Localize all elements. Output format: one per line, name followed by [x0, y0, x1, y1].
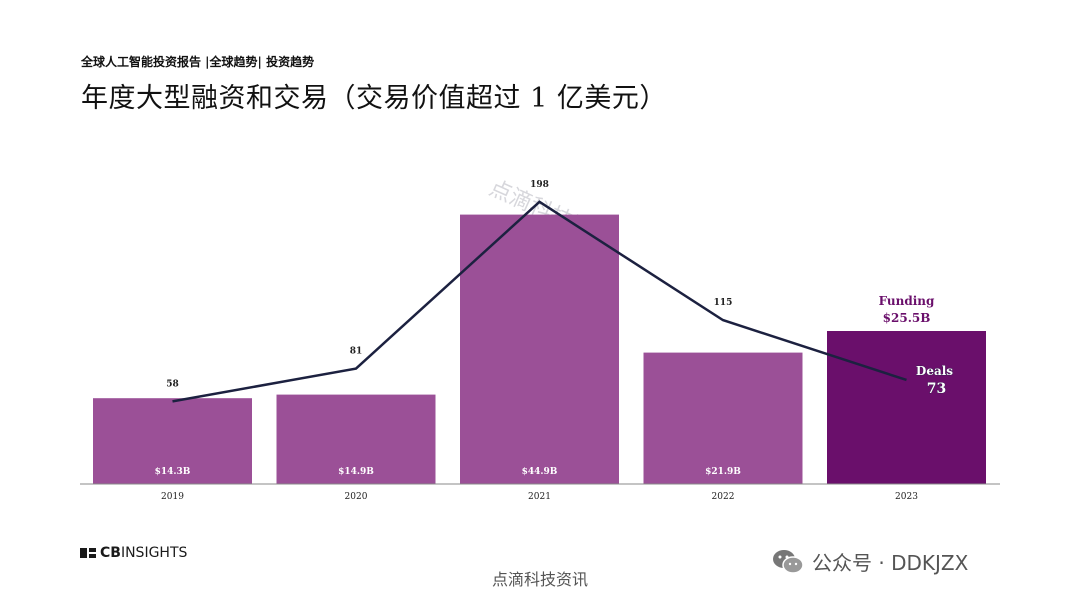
x-tick-2022: 2022: [712, 492, 735, 502]
cbinsights-logo-icon: [80, 548, 96, 558]
logo-text-insights: INSIGHTS: [120, 545, 188, 561]
bar-label-2019: $14.3B: [155, 467, 191, 477]
bar-2019: [93, 398, 252, 484]
deals-annotation-label: Deals: [916, 364, 953, 378]
deals-line: [172, 200, 907, 403]
deals-label-2021: 198: [530, 180, 549, 190]
footer-source-text: 点滴科技资讯: [491, 570, 588, 589]
bar-label-2022: $21.9B: [705, 467, 741, 477]
bar-2023: [827, 331, 986, 484]
logo-text-cb: CB: [100, 545, 121, 561]
deals-annotation-value: 73: [927, 381, 946, 397]
funding-annotation-value: $25.5B: [883, 311, 931, 325]
deals-label-2020: 81: [350, 347, 363, 357]
x-tick-2021: 2021: [528, 492, 551, 502]
bar-2021: [460, 214, 619, 484]
wechat-account: 公众号 · DDKJZX: [772, 547, 968, 576]
report-subtitle: 全球人工智能投资报告 |全球趋势| 投资趋势: [81, 55, 315, 69]
deals-label-2022: 115: [714, 298, 733, 308]
bar-label-2020: $14.9B: [338, 467, 374, 477]
cbinsights-logo: CBINSIGHTS: [80, 544, 187, 562]
x-tick-2023: 2023: [895, 492, 918, 502]
funding-annotation-label: Funding: [879, 294, 935, 308]
bar-2020: [276, 394, 436, 484]
bar-2022: [643, 352, 803, 484]
wechat-account-text: 公众号 · DDKJZX: [812, 551, 969, 575]
page-title: 年度大型融资和交易（交易价值超过 1 亿美元）: [81, 83, 667, 114]
x-tick-2020: 2020: [345, 492, 368, 502]
x-tick-2019: 2019: [161, 492, 184, 502]
deals-label-2019: 58: [166, 379, 179, 389]
bar-label-2021: $44.9B: [522, 467, 558, 477]
wechat-icon: [773, 549, 804, 574]
